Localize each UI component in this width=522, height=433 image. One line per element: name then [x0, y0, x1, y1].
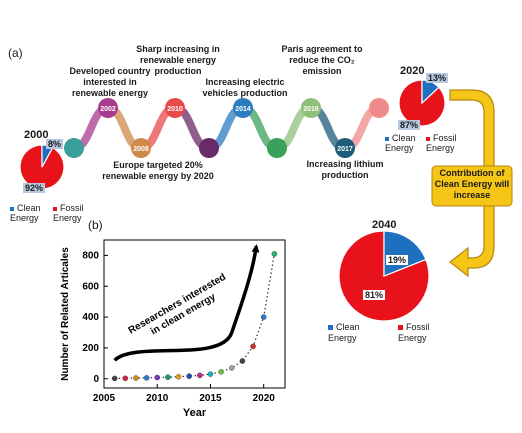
panel-b-label: (b): [88, 218, 103, 232]
y-tick-label: 0: [93, 374, 99, 385]
data-point: [260, 314, 267, 320]
articles-chart: 2005 2010 2015 2020 0 200 400 600 800 Year Number …: [60, 239, 286, 419]
pie-2000-fossil-pct: 92%: [23, 183, 46, 193]
legend-2040-fossil: Fossil Energy: [398, 322, 430, 343]
pie-2000-year: 2000: [24, 129, 49, 141]
data-point: [165, 374, 171, 380]
timeline-node: [335, 138, 355, 158]
pie-2000-clean-pct: 8%: [46, 139, 64, 149]
timeline-node: [301, 98, 321, 118]
timeline-node: [233, 98, 253, 118]
legend-2000-fossil: Fossil Energy: [53, 203, 84, 223]
event-2017: Increasing lithium production: [306, 159, 384, 180]
event-2002: Developed country interested in renewabl…: [69, 66, 151, 98]
data-point: [111, 375, 118, 382]
pie-2020-year: 2020: [400, 65, 425, 77]
data-point: [133, 375, 139, 381]
legend-2000-clean: Clean Energy: [10, 203, 41, 223]
x-tick-label: 2015: [199, 393, 222, 404]
event-2008: Europe targeted 20% renewable energy by …: [102, 160, 214, 181]
pie-slice-fossil: [338, 230, 430, 322]
legend-2020-fossil: Fossil Energy: [426, 133, 457, 153]
event-2016: Paris agreement to reduce the CO₂ emissi…: [281, 44, 363, 76]
timeline-year-label: 2008: [133, 146, 149, 153]
timeline-node: [199, 138, 219, 158]
data-point: [197, 372, 203, 379]
legend-clean-swatch: [10, 207, 14, 211]
y-tick-label: 400: [82, 312, 99, 323]
pie-2020-clean-pct: 13%: [426, 73, 449, 83]
pie-chart-2040: [338, 230, 430, 322]
y-axis-label: Number of Related Articales: [60, 247, 71, 381]
timeline-node: [64, 138, 84, 158]
data-point: [239, 358, 246, 364]
pie-2020-fossil-pct: 87%: [398, 120, 421, 130]
x-tick-label: 2020: [253, 393, 276, 404]
timeline-node: [369, 98, 389, 118]
data-point: [175, 373, 182, 380]
timeline-node: [267, 138, 287, 158]
legend-2040-clean: Clean Energy: [328, 322, 360, 343]
timeline-year-label: 2016: [303, 106, 319, 113]
data-point: [229, 365, 235, 371]
timeline-year-label: 2010: [167, 106, 183, 113]
data-point: [143, 375, 150, 381]
y-tick-label: 200: [82, 343, 99, 354]
y-tick-label: 800: [82, 250, 99, 261]
timeline-node: [131, 138, 151, 158]
pie-chart-2020: [398, 79, 446, 127]
y-tick-label: 600: [82, 281, 99, 292]
legend-fossil-swatch: [398, 325, 403, 330]
pie-2040-year: 2040: [372, 219, 397, 231]
callout-box: [431, 165, 513, 207]
timeline-wave: 2002 2008 2010 2014 2016 2017: [64, 98, 389, 158]
panel-a-label: (a): [8, 46, 23, 60]
timeline-node: [165, 98, 185, 118]
chart-annotation: Researchers interestedin clean energy: [127, 272, 234, 347]
data-point: [122, 375, 129, 382]
x-tick-label: 2005: [93, 393, 116, 404]
pie-chart-2000: [19, 144, 65, 190]
pie-2040-fossil-pct: 81%: [363, 290, 386, 300]
x-axis-label: Year: [183, 407, 207, 419]
event-2010: Sharp increasing in renewable energy pro…: [136, 44, 220, 76]
timeline-year-label: 2002: [100, 106, 116, 113]
data-point: [271, 251, 278, 257]
data-point: [250, 343, 256, 350]
plot-frame: [103, 239, 286, 389]
data-point: [186, 373, 192, 379]
data-point: [207, 371, 214, 377]
pie-2040-clean-pct: 19%: [386, 255, 409, 265]
callout-text: Contribution of Clean Energy will increa…: [434, 168, 510, 200]
data-point: [154, 374, 160, 381]
annotation-line: Researchers interested: [127, 272, 228, 337]
legend-fossil-swatch: [426, 137, 430, 141]
legend-2020-clean: Clean Energy: [385, 133, 416, 153]
timeline-node: [98, 98, 118, 118]
data-point: [218, 369, 224, 375]
timeline-year-label: 2014: [235, 106, 251, 113]
event-2014: Increasing electric vehicles production: [202, 77, 288, 98]
timeline-year-label: 2017: [337, 146, 353, 153]
legend-fossil-swatch: [53, 207, 57, 211]
legend-clean-swatch: [328, 325, 333, 330]
trend-arrow: [113, 244, 260, 362]
legend-clean-swatch: [385, 137, 389, 141]
x-tick-label: 2010: [146, 393, 169, 404]
